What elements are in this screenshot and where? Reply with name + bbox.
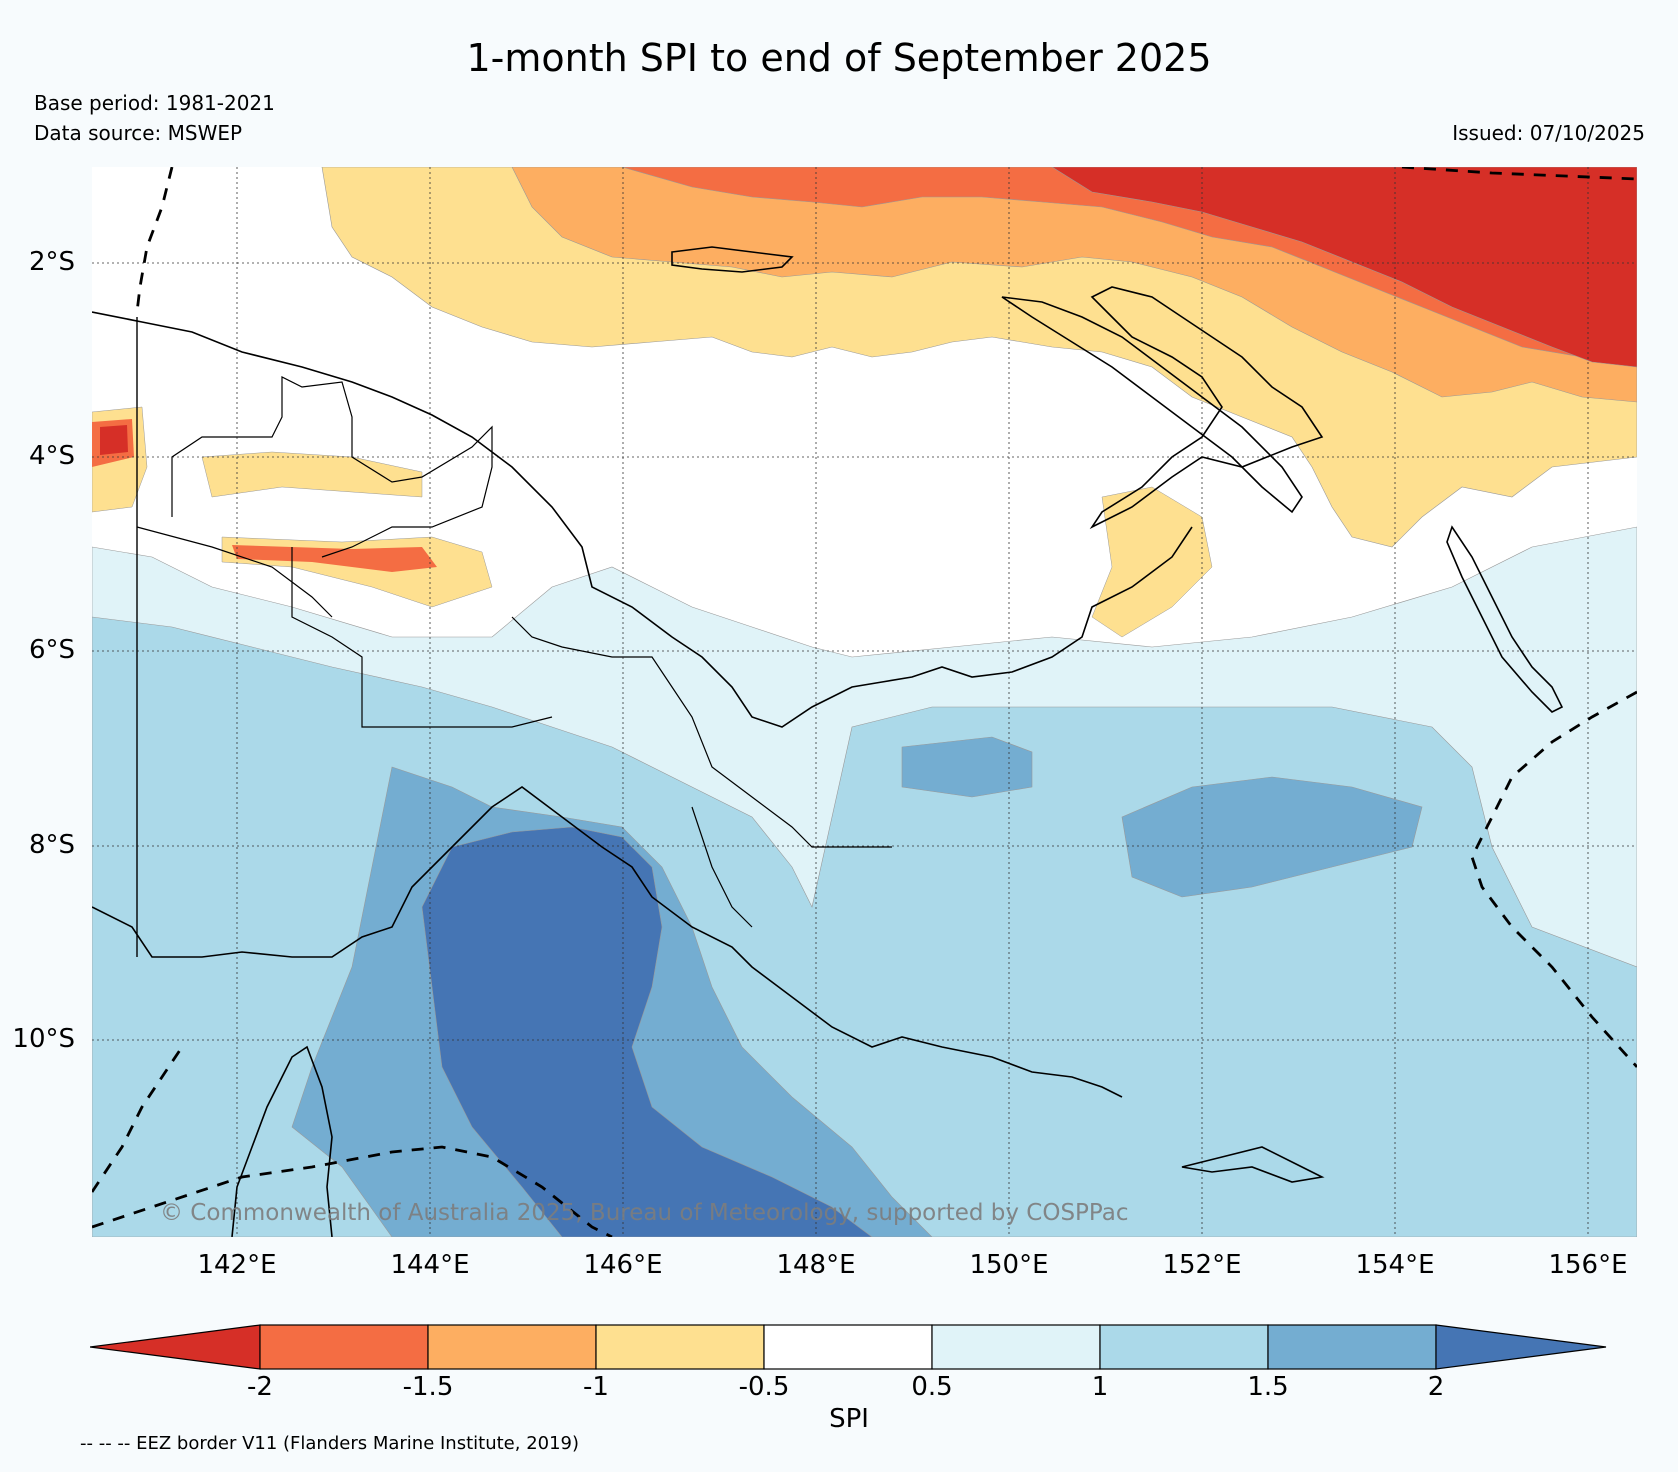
base-period-label: Base period: 1981-2021 <box>34 91 275 115</box>
lon-label-150e: 150°E <box>969 1250 1049 1280</box>
issued-date-label: Issued: 07/10/2025 <box>1452 121 1645 145</box>
spi-colorbar <box>90 1324 1607 1370</box>
coastline-new-ireland <box>1001 296 1303 514</box>
spi-wet-area-extreme <box>421 826 873 1237</box>
spi-dry-band-extreme <box>1051 167 1637 368</box>
colorbar-bin-0.5-1 <box>931 1324 1101 1370</box>
lat-label-2s: 2°S <box>28 247 75 277</box>
lat-label-10s: 10°S <box>12 1024 75 1054</box>
colorbar-bin-1-1.5 <box>1099 1324 1269 1370</box>
lon-label-156e: 156°E <box>1548 1250 1628 1280</box>
colorbar-title: SPI <box>829 1404 869 1434</box>
colorbar-bin-1.5-2 <box>1267 1324 1437 1370</box>
colorbar-tick-neg1.5: -1.5 <box>402 1372 454 1402</box>
spi-wet-area-heavy-centre <box>901 736 1033 798</box>
colorbar-tick-2: 2 <box>1427 1372 1445 1402</box>
spi-dry-patch-east-png <box>1091 486 1213 638</box>
colorbar-tick-neg2: -2 <box>247 1372 273 1402</box>
spi-dry-patch-highlands-3 <box>232 545 437 572</box>
eez-border-north <box>1401 167 1637 181</box>
eez-border-torres-strait <box>92 1145 613 1237</box>
provincial-border-central <box>691 806 753 928</box>
lon-label-144e: 144°E <box>390 1250 470 1280</box>
coastline-new-guinea-south <box>92 786 1123 1098</box>
lat-label-6s: 6°S <box>28 635 75 665</box>
lon-label-142e: 142°E <box>197 1250 277 1280</box>
provincial-border-western <box>136 526 333 618</box>
colorbar-tick-0.5: 0.5 <box>911 1372 953 1402</box>
spi-map-svg <box>92 167 1637 1237</box>
lon-label-152e: 152°E <box>1162 1250 1242 1280</box>
colorbar-bin-neg2-neg1.5 <box>259 1324 429 1370</box>
coastline-australia-cape-york <box>231 1045 333 1237</box>
colorbar-tick-neg1: -1 <box>583 1372 609 1402</box>
spi-dry-patch-highlands <box>201 451 423 498</box>
colorbar-bin-neg1.5-neg1 <box>427 1324 597 1370</box>
provincial-borders <box>136 376 892 928</box>
colorbar-tick-neg0.5: -0.5 <box>738 1372 790 1402</box>
colorbar-bin-neutral <box>763 1324 933 1370</box>
lon-label-148e: 148°E <box>776 1250 856 1280</box>
page-title: 1-month SPI to end of September 2025 <box>466 36 1212 80</box>
colorbar-bin-neg1-neg0.5 <box>595 1324 765 1370</box>
provincial-border-sepik <box>171 376 493 558</box>
coastline-new-guinea-north <box>92 311 1193 728</box>
colorbar-extend-low <box>90 1324 261 1370</box>
data-source-label: Data source: MSWEP <box>34 121 243 145</box>
coastline-louisiade <box>1181 1146 1325 1183</box>
spi-dry-patch-west-red <box>100 425 128 455</box>
graticule <box>92 167 1637 1237</box>
provincial-border-highlands <box>291 547 553 728</box>
coastline-manus <box>671 246 794 273</box>
spi-map <box>92 167 1637 1237</box>
copyright-notice: © Commonwealth of Australia 2025, Bureau… <box>160 1200 1129 1226</box>
colorbar-extend-high <box>1435 1324 1607 1370</box>
lon-label-154e: 154°E <box>1355 1250 1435 1280</box>
colorbar-tick-1.5: 1.5 <box>1247 1372 1289 1402</box>
eez-border-west <box>135 167 174 313</box>
eez-border-southwest <box>92 1046 184 1193</box>
coastlines <box>92 246 1564 1237</box>
eez-border-east <box>1470 690 1637 1068</box>
colorbar-tick-1: 1 <box>1091 1372 1109 1402</box>
spi-wet-area-heavy-east <box>1121 776 1423 898</box>
lon-label-146e: 146°E <box>583 1250 663 1280</box>
eez-border-note: -- -- -- EEZ border V11 (Flanders Marine… <box>80 1433 580 1454</box>
eez-borders <box>92 167 1637 1237</box>
lat-label-8s: 8°S <box>28 830 75 860</box>
provincial-border-gulf <box>511 616 892 848</box>
coastline-bougainville <box>1446 525 1564 713</box>
lat-label-4s: 4°S <box>28 441 75 471</box>
